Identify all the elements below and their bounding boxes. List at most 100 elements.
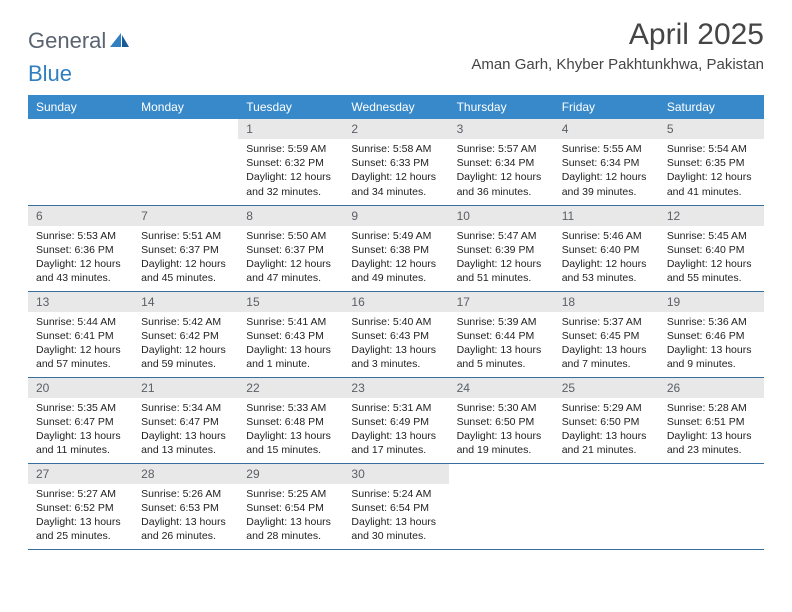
day-details: Sunrise: 5:39 AMSunset: 6:44 PMDaylight:… bbox=[449, 312, 554, 377]
calendar-day-cell: 26Sunrise: 5:28 AMSunset: 6:51 PMDayligh… bbox=[659, 377, 764, 463]
weekday-header: Thursday bbox=[449, 95, 554, 119]
day-number: 20 bbox=[28, 378, 133, 398]
calendar-day-cell: 22Sunrise: 5:33 AMSunset: 6:48 PMDayligh… bbox=[238, 377, 343, 463]
title-block: April 2025 Aman Garh, Khyber Pakhtunkhwa… bbox=[471, 18, 764, 73]
calendar-day-cell: 7Sunrise: 5:51 AMSunset: 6:37 PMDaylight… bbox=[133, 205, 238, 291]
calendar-day-cell: 1Sunrise: 5:59 AMSunset: 6:32 PMDaylight… bbox=[238, 119, 343, 205]
calendar-day-cell: 9Sunrise: 5:49 AMSunset: 6:38 PMDaylight… bbox=[343, 205, 448, 291]
calendar-day-cell: 12Sunrise: 5:45 AMSunset: 6:40 PMDayligh… bbox=[659, 205, 764, 291]
calendar-day-cell bbox=[28, 119, 133, 205]
weekday-header: Monday bbox=[133, 95, 238, 119]
day-number: 21 bbox=[133, 378, 238, 398]
calendar-week-row: 27Sunrise: 5:27 AMSunset: 6:52 PMDayligh… bbox=[28, 463, 764, 549]
logo: General bbox=[28, 18, 131, 54]
day-details: Sunrise: 5:57 AMSunset: 6:34 PMDaylight:… bbox=[449, 139, 554, 204]
day-number: 17 bbox=[449, 292, 554, 312]
day-number: 10 bbox=[449, 206, 554, 226]
calendar-day-cell: 28Sunrise: 5:26 AMSunset: 6:53 PMDayligh… bbox=[133, 463, 238, 549]
day-number: 28 bbox=[133, 464, 238, 484]
calendar-day-cell: 10Sunrise: 5:47 AMSunset: 6:39 PMDayligh… bbox=[449, 205, 554, 291]
day-details: Sunrise: 5:58 AMSunset: 6:33 PMDaylight:… bbox=[343, 139, 448, 204]
location-text: Aman Garh, Khyber Pakhtunkhwa, Pakistan bbox=[471, 56, 764, 73]
day-number: 24 bbox=[449, 378, 554, 398]
calendar-day-cell: 18Sunrise: 5:37 AMSunset: 6:45 PMDayligh… bbox=[554, 291, 659, 377]
day-number: 13 bbox=[28, 292, 133, 312]
day-number: 16 bbox=[343, 292, 448, 312]
day-details: Sunrise: 5:35 AMSunset: 6:47 PMDaylight:… bbox=[28, 398, 133, 463]
day-details: Sunrise: 5:27 AMSunset: 6:52 PMDaylight:… bbox=[28, 484, 133, 549]
calendar-day-cell: 17Sunrise: 5:39 AMSunset: 6:44 PMDayligh… bbox=[449, 291, 554, 377]
weekday-header: Friday bbox=[554, 95, 659, 119]
day-details: Sunrise: 5:36 AMSunset: 6:46 PMDaylight:… bbox=[659, 312, 764, 377]
day-details: Sunrise: 5:34 AMSunset: 6:47 PMDaylight:… bbox=[133, 398, 238, 463]
day-details: Sunrise: 5:45 AMSunset: 6:40 PMDaylight:… bbox=[659, 226, 764, 291]
weekday-header: Saturday bbox=[659, 95, 764, 119]
day-number: 23 bbox=[343, 378, 448, 398]
weekday-header: Tuesday bbox=[238, 95, 343, 119]
calendar-day-cell bbox=[554, 463, 659, 549]
day-number: 29 bbox=[238, 464, 343, 484]
day-number: 7 bbox=[133, 206, 238, 226]
calendar-day-cell bbox=[659, 463, 764, 549]
day-number: 12 bbox=[659, 206, 764, 226]
calendar-week-row: 20Sunrise: 5:35 AMSunset: 6:47 PMDayligh… bbox=[28, 377, 764, 463]
calendar-day-cell: 6Sunrise: 5:53 AMSunset: 6:36 PMDaylight… bbox=[28, 205, 133, 291]
day-number: 2 bbox=[343, 119, 448, 139]
day-details: Sunrise: 5:30 AMSunset: 6:50 PMDaylight:… bbox=[449, 398, 554, 463]
calendar-week-row: 13Sunrise: 5:44 AMSunset: 6:41 PMDayligh… bbox=[28, 291, 764, 377]
day-details: Sunrise: 5:40 AMSunset: 6:43 PMDaylight:… bbox=[343, 312, 448, 377]
calendar-day-cell: 2Sunrise: 5:58 AMSunset: 6:33 PMDaylight… bbox=[343, 119, 448, 205]
day-details: Sunrise: 5:37 AMSunset: 6:45 PMDaylight:… bbox=[554, 312, 659, 377]
day-number: 11 bbox=[554, 206, 659, 226]
weekday-header-row: SundayMondayTuesdayWednesdayThursdayFrid… bbox=[28, 95, 764, 119]
day-details: Sunrise: 5:41 AMSunset: 6:43 PMDaylight:… bbox=[238, 312, 343, 377]
calendar-day-cell: 21Sunrise: 5:34 AMSunset: 6:47 PMDayligh… bbox=[133, 377, 238, 463]
day-number: 3 bbox=[449, 119, 554, 139]
day-number: 22 bbox=[238, 378, 343, 398]
day-number: 25 bbox=[554, 378, 659, 398]
day-number: 27 bbox=[28, 464, 133, 484]
day-details: Sunrise: 5:29 AMSunset: 6:50 PMDaylight:… bbox=[554, 398, 659, 463]
calendar-week-row: 6Sunrise: 5:53 AMSunset: 6:36 PMDaylight… bbox=[28, 205, 764, 291]
calendar-day-cell: 30Sunrise: 5:24 AMSunset: 6:54 PMDayligh… bbox=[343, 463, 448, 549]
calendar-day-cell: 3Sunrise: 5:57 AMSunset: 6:34 PMDaylight… bbox=[449, 119, 554, 205]
day-details: Sunrise: 5:42 AMSunset: 6:42 PMDaylight:… bbox=[133, 312, 238, 377]
day-details: Sunrise: 5:33 AMSunset: 6:48 PMDaylight:… bbox=[238, 398, 343, 463]
calendar-day-cell bbox=[449, 463, 554, 549]
day-details: Sunrise: 5:28 AMSunset: 6:51 PMDaylight:… bbox=[659, 398, 764, 463]
calendar-day-cell: 16Sunrise: 5:40 AMSunset: 6:43 PMDayligh… bbox=[343, 291, 448, 377]
calendar-day-cell: 25Sunrise: 5:29 AMSunset: 6:50 PMDayligh… bbox=[554, 377, 659, 463]
calendar-day-cell: 5Sunrise: 5:54 AMSunset: 6:35 PMDaylight… bbox=[659, 119, 764, 205]
calendar-day-cell: 14Sunrise: 5:42 AMSunset: 6:42 PMDayligh… bbox=[133, 291, 238, 377]
day-details: Sunrise: 5:51 AMSunset: 6:37 PMDaylight:… bbox=[133, 226, 238, 291]
day-number: 18 bbox=[554, 292, 659, 312]
day-number: 30 bbox=[343, 464, 448, 484]
calendar-week-row: 1Sunrise: 5:59 AMSunset: 6:32 PMDaylight… bbox=[28, 119, 764, 205]
day-number: 19 bbox=[659, 292, 764, 312]
day-details: Sunrise: 5:44 AMSunset: 6:41 PMDaylight:… bbox=[28, 312, 133, 377]
day-number: 15 bbox=[238, 292, 343, 312]
day-number: 26 bbox=[659, 378, 764, 398]
calendar-day-cell bbox=[133, 119, 238, 205]
day-details: Sunrise: 5:53 AMSunset: 6:36 PMDaylight:… bbox=[28, 226, 133, 291]
weekday-header: Sunday bbox=[28, 95, 133, 119]
logo-text-1: General bbox=[28, 28, 106, 54]
day-number: 1 bbox=[238, 119, 343, 139]
day-details: Sunrise: 5:49 AMSunset: 6:38 PMDaylight:… bbox=[343, 226, 448, 291]
day-details: Sunrise: 5:47 AMSunset: 6:39 PMDaylight:… bbox=[449, 226, 554, 291]
day-number: 9 bbox=[343, 206, 448, 226]
calendar-day-cell: 27Sunrise: 5:27 AMSunset: 6:52 PMDayligh… bbox=[28, 463, 133, 549]
calendar-day-cell: 13Sunrise: 5:44 AMSunset: 6:41 PMDayligh… bbox=[28, 291, 133, 377]
calendar-table: SundayMondayTuesdayWednesdayThursdayFrid… bbox=[28, 95, 764, 550]
logo-sail-icon bbox=[109, 32, 131, 50]
day-number: 8 bbox=[238, 206, 343, 226]
logo-text-2: Blue bbox=[28, 61, 72, 87]
calendar-day-cell: 23Sunrise: 5:31 AMSunset: 6:49 PMDayligh… bbox=[343, 377, 448, 463]
weekday-header: Wednesday bbox=[343, 95, 448, 119]
calendar-day-cell: 24Sunrise: 5:30 AMSunset: 6:50 PMDayligh… bbox=[449, 377, 554, 463]
day-details: Sunrise: 5:24 AMSunset: 6:54 PMDaylight:… bbox=[343, 484, 448, 549]
day-details: Sunrise: 5:59 AMSunset: 6:32 PMDaylight:… bbox=[238, 139, 343, 204]
month-title: April 2025 bbox=[471, 18, 764, 52]
day-details: Sunrise: 5:50 AMSunset: 6:37 PMDaylight:… bbox=[238, 226, 343, 291]
calendar-day-cell: 15Sunrise: 5:41 AMSunset: 6:43 PMDayligh… bbox=[238, 291, 343, 377]
